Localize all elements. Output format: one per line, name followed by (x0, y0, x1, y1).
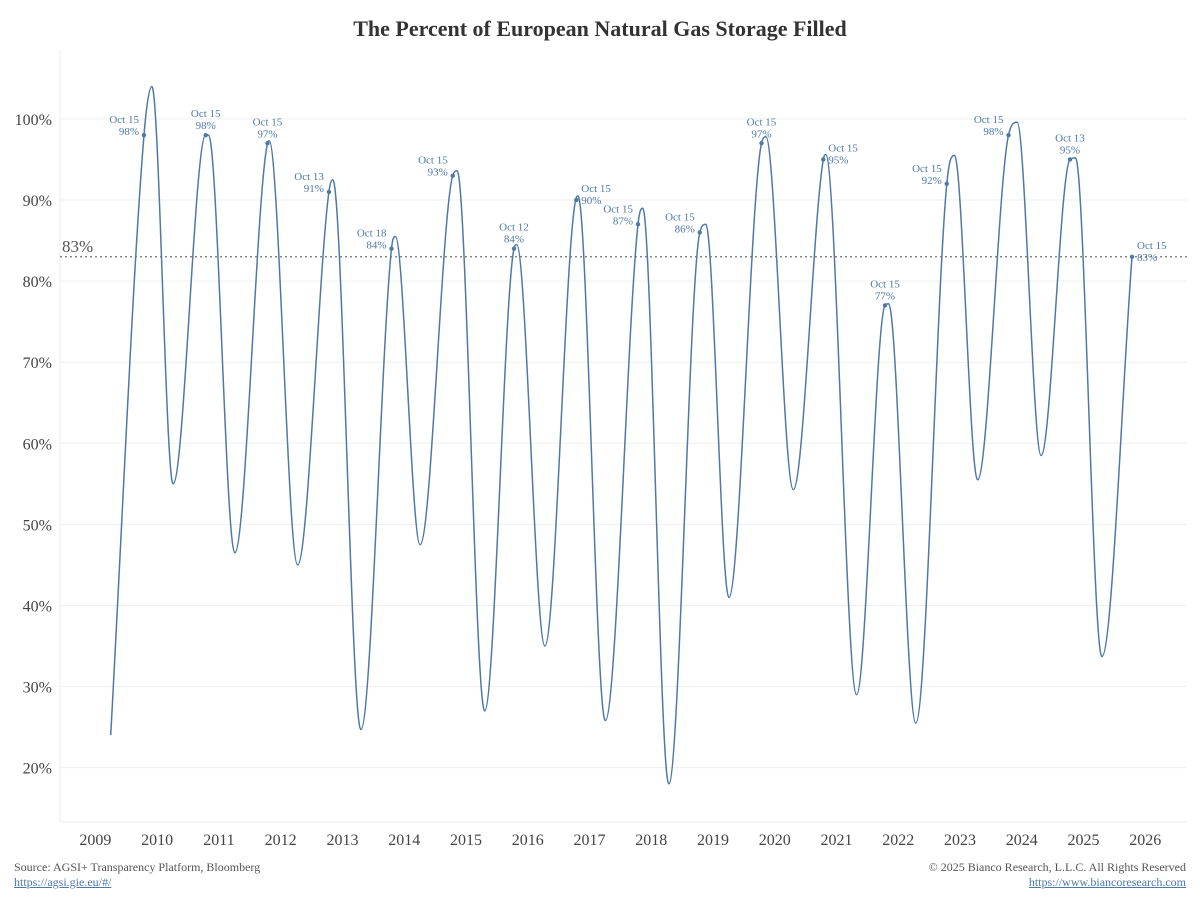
x-tick-label: 2013 (326, 832, 358, 849)
chart-title: The Percent of European Natural Gas Stor… (353, 16, 847, 41)
annotation-point (511, 246, 517, 251)
annotation-value: 98% (196, 120, 216, 132)
annotation-date: Oct 15 (747, 116, 777, 128)
y-tick-label: 20% (23, 761, 52, 778)
x-tick-label: 2018 (635, 832, 667, 849)
annotation-point (326, 189, 332, 195)
x-tick-label: 2020 (759, 832, 791, 849)
annotation-date: Oct 15 (253, 116, 283, 128)
y-tick-label: 60% (23, 436, 52, 453)
company-link[interactable]: https://www.biancoresearch.com (1028, 875, 1186, 889)
annotation-value: 98% (983, 126, 1003, 138)
copyright-block: © 2025 Bianco Research, L.L.C. All Right… (929, 860, 1186, 890)
annotation-value: 84% (366, 240, 386, 252)
annotation-point (389, 246, 394, 251)
annotation-point (821, 157, 826, 162)
annotation-date: Oct 13 (1055, 132, 1085, 144)
y-tick-label: 70% (23, 355, 52, 372)
annotation-value: 97% (257, 128, 277, 140)
annotation-date: Oct 15 (418, 155, 448, 167)
annotation-value: 77% (875, 290, 895, 302)
annotation-point (141, 132, 147, 138)
annotation-point (265, 141, 270, 146)
x-tick-label: 2012 (265, 832, 297, 849)
annotation-point (1129, 254, 1135, 259)
annotation-value: 90% (581, 195, 601, 207)
annotation-date: Oct 15 (1137, 240, 1167, 252)
annotation-point (1067, 157, 1073, 162)
annotation-point (203, 132, 208, 138)
x-tick-label: 2025 (1067, 832, 1099, 849)
annotation-value: 95% (1060, 144, 1080, 156)
x-tick-label: 2010 (141, 832, 173, 849)
reference-line-label: 83% (62, 237, 93, 256)
y-tick-label: 40% (23, 598, 52, 615)
annotation-date: Oct 13 (294, 171, 324, 183)
annotation-point (697, 230, 702, 235)
x-tick-label: 2019 (697, 832, 729, 849)
annotation-date: Oct 15 (191, 108, 221, 120)
annotation-value: 98% (119, 126, 139, 138)
copyright-text: © 2025 Bianco Research, L.L.C. All Right… (928, 860, 1186, 874)
annotation-point (450, 173, 455, 178)
y-tick-label: 80% (23, 274, 52, 291)
annotation-value: 87% (613, 215, 633, 227)
annotation-point (1006, 132, 1011, 138)
source-text: Source: AGSI+ Transparency Platform, Blo… (14, 860, 261, 874)
annotation-date: Oct 15 (828, 142, 858, 154)
annotation-point (944, 181, 949, 187)
x-tick-label: 2022 (882, 832, 914, 849)
x-tick-label: 2009 (79, 832, 111, 849)
annotation-point (635, 222, 641, 227)
annotation-value: 93% (428, 167, 448, 179)
annotation-value: 91% (304, 183, 324, 195)
annotation-point (759, 141, 764, 146)
x-tick-label: 2021 (820, 832, 852, 849)
annotation-date: Oct 12 (499, 222, 529, 234)
annotation-date: Oct 15 (603, 203, 633, 215)
annotation-value: 83% (1137, 252, 1157, 264)
annotation-point (574, 197, 579, 203)
annotation-date: Oct 15 (974, 114, 1004, 126)
annotation-date: Oct 15 (912, 163, 942, 175)
source-block: Source: AGSI+ Transparency Platform, Blo… (14, 860, 260, 890)
annotation-value: 92% (922, 175, 942, 187)
annotation-date: Oct 15 (870, 278, 900, 290)
y-tick-label: 50% (23, 517, 52, 534)
y-tick-label: 90% (23, 193, 52, 210)
x-tick-label: 2011 (203, 832, 234, 849)
x-tick-label: 2015 (450, 832, 482, 849)
annotation-value: 84% (504, 234, 524, 246)
x-tick-label: 2026 (1129, 832, 1161, 849)
x-tick-label: 2023 (944, 832, 976, 849)
annotation-value: 95% (828, 154, 848, 166)
annotation-date: Oct 15 (665, 211, 695, 223)
y-tick-label: 30% (23, 680, 52, 697)
annotation-date: Oct 18 (357, 228, 387, 240)
x-tick-label: 2016 (512, 832, 544, 849)
x-tick-label: 2014 (388, 832, 420, 849)
annotation-point (882, 303, 888, 308)
x-tick-label: 2024 (1006, 832, 1038, 849)
annotation-date: Oct 15 (581, 183, 611, 195)
y-tick-label: 100% (15, 112, 52, 129)
annotation-date: Oct 15 (109, 114, 139, 126)
source-link[interactable]: https://agsi.gie.eu/#/ (14, 875, 112, 889)
storage-line (109, 85, 1133, 785)
annotation-value: 86% (675, 223, 695, 235)
annotation-value: 97% (751, 128, 771, 140)
x-tick-label: 2017 (573, 832, 605, 849)
